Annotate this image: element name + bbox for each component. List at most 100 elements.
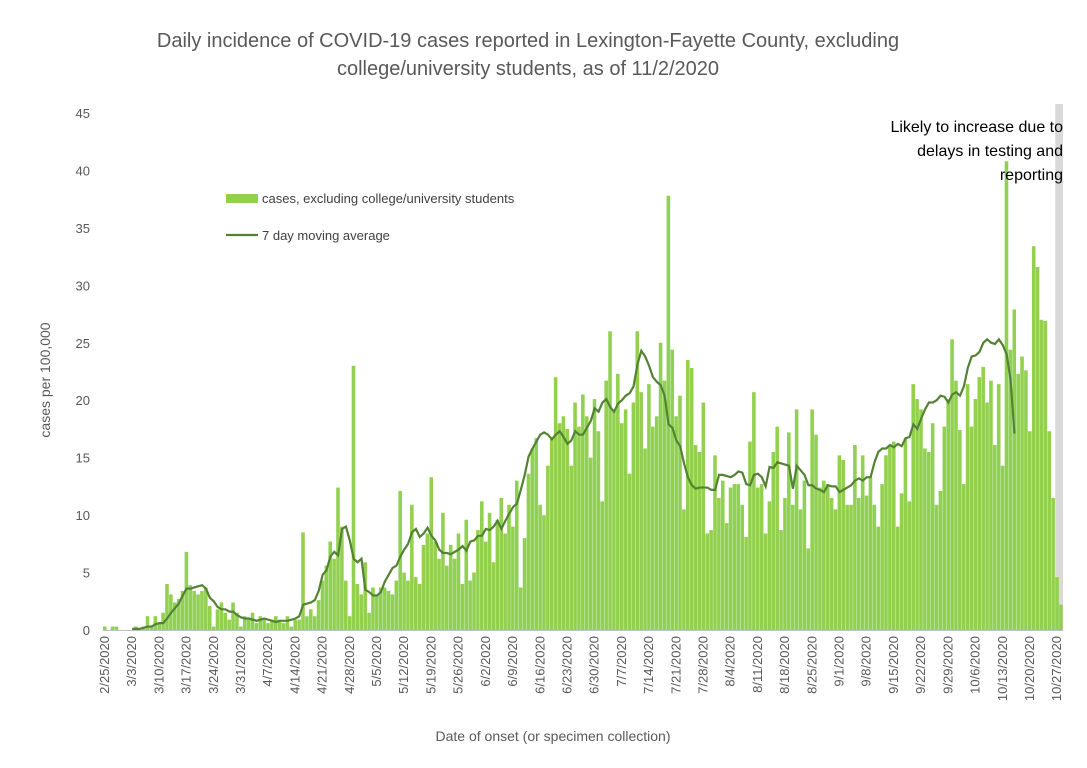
bar [211, 626, 216, 630]
bar [491, 562, 496, 630]
bar [996, 384, 1001, 630]
bar [868, 477, 873, 630]
bar [565, 428, 570, 630]
bar [274, 616, 278, 630]
bar [588, 457, 593, 630]
bar [584, 416, 589, 630]
bar [767, 501, 772, 630]
x-tick-label: 10/27/2020 [1049, 636, 1064, 701]
bar [899, 493, 904, 630]
bar [530, 448, 535, 630]
bar [884, 455, 888, 630]
y-tick-label: 45 [76, 106, 90, 121]
bar [647, 384, 651, 630]
bar [736, 484, 741, 630]
bar [701, 402, 706, 630]
bar [573, 402, 577, 630]
bar [312, 616, 317, 630]
bar [441, 512, 445, 630]
bar [969, 426, 974, 630]
bar [748, 441, 752, 630]
bar [340, 526, 344, 630]
bar [759, 484, 764, 630]
bar [456, 533, 461, 630]
bar [103, 626, 107, 630]
bar [689, 368, 694, 630]
bar [266, 623, 270, 630]
bar [351, 365, 356, 630]
bar [149, 626, 154, 630]
x-tick-label: 4/14/2020 [287, 636, 302, 694]
bar [375, 594, 379, 630]
bar [153, 616, 158, 630]
bar [693, 445, 698, 630]
bar [600, 501, 605, 630]
y-tick-label: 20 [76, 393, 90, 408]
bar [849, 504, 853, 630]
bar [359, 594, 364, 630]
bar [783, 497, 787, 630]
bar [386, 590, 391, 630]
moving-average-line [132, 337, 1016, 630]
x-tick-label: 6/16/2020 [532, 636, 547, 694]
x-tick-label: 6/9/2020 [505, 636, 520, 687]
bar [511, 526, 515, 630]
bar [857, 497, 861, 630]
bar [728, 487, 733, 630]
y-tick-labels: 0 5 10 15 20 25 30 35 40 45 [76, 106, 90, 638]
bar [192, 590, 196, 630]
bar [1059, 604, 1063, 630]
bar [277, 619, 282, 630]
reporting-delay-shade [1055, 104, 1063, 630]
bar [654, 416, 659, 630]
x-tick-label: 8/18/2020 [777, 636, 792, 694]
bar [534, 438, 538, 630]
bar [752, 392, 756, 630]
bars-layer [103, 161, 1063, 630]
bar [499, 497, 504, 630]
bar [709, 530, 713, 630]
bar [378, 587, 383, 630]
bar [950, 339, 954, 630]
y-tick-label: 30 [76, 278, 90, 293]
bar [619, 423, 624, 630]
bar [200, 590, 204, 630]
bar [223, 612, 228, 630]
bar [717, 497, 721, 630]
bar [410, 504, 414, 630]
bar [227, 619, 231, 630]
bar [390, 594, 395, 630]
bar [1012, 309, 1017, 630]
bar [293, 619, 298, 630]
y-tick-label: 35 [76, 221, 90, 236]
bar [825, 484, 830, 630]
bar [324, 565, 329, 630]
bar [437, 558, 441, 630]
bar [328, 541, 333, 630]
bar [219, 602, 224, 630]
bar [472, 572, 476, 630]
y-tick-label: 25 [76, 336, 90, 351]
y-tick-label: 15 [76, 451, 90, 466]
bar [382, 587, 387, 630]
bar [993, 445, 997, 630]
bar [394, 580, 399, 630]
bar [643, 448, 647, 630]
bar [254, 623, 259, 630]
x-tick-label: 6/30/2020 [587, 636, 602, 694]
x-tick-label: 6/2/2020 [478, 636, 493, 687]
bar [336, 487, 340, 630]
bar [1051, 497, 1055, 630]
x-tick-label: 9/1/2020 [832, 636, 847, 687]
x-tick-label: 9/29/2020 [940, 636, 955, 694]
x-tick-label: 5/19/2020 [423, 636, 438, 694]
bar [557, 423, 562, 630]
bar [682, 509, 686, 630]
bar [514, 480, 519, 630]
x-tick-label: 9/15/2020 [886, 636, 901, 694]
bar [250, 612, 255, 630]
bar [713, 455, 717, 630]
x-tick-label: 7/7/2020 [614, 636, 629, 687]
bar [841, 459, 846, 630]
